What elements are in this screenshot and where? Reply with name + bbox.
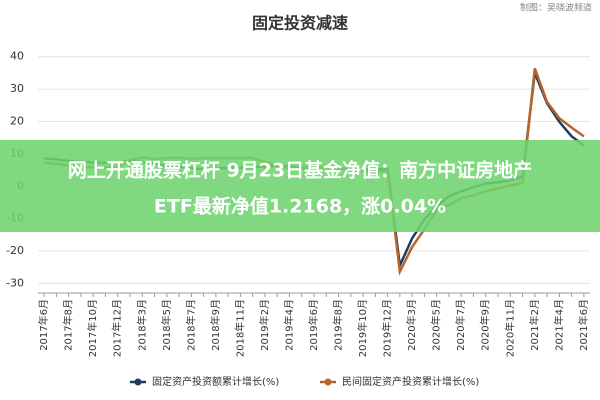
y-tick-label: 30 — [10, 82, 24, 95]
x-tick-label: 2020年7月 — [454, 299, 467, 351]
x-tick-label: 2019年10月 — [356, 299, 369, 357]
x-tick-label: 2018年3月 — [135, 299, 148, 351]
y-tick-label: -30 — [6, 276, 24, 289]
banner-text: ETF最新净值1.2168，涨0.04% — [154, 195, 446, 218]
x-tick-label: 2017年12月 — [111, 299, 124, 357]
x-tick-label: 2018年11月 — [233, 299, 246, 357]
y-tick-label: -20 — [6, 244, 24, 257]
x-tick-label: 2019年6月 — [307, 299, 320, 351]
legend-label: 固定资产投资额累计增长(%) — [152, 375, 279, 388]
y-tick-label: 20 — [10, 114, 24, 127]
x-tick-label: 2020年11月 — [503, 299, 516, 357]
legend-dot — [134, 378, 142, 386]
x-tick-label: 2020年9月 — [479, 299, 492, 351]
x-tick-label: 2019年12月 — [381, 299, 394, 357]
banner-text: 网上开通股票杠杆 9月23日基金净值：南方中证房地产 — [68, 159, 532, 182]
x-tick-label: 2019年2月 — [258, 299, 271, 351]
x-tick-label: 2017年10月 — [86, 299, 99, 357]
banner-bg — [0, 140, 600, 232]
chart-title: 固定投资减速 — [252, 14, 348, 33]
x-tick-label: 2020年3月 — [405, 299, 418, 351]
legend-dot — [324, 378, 332, 386]
x-tick-label: 2021年4月 — [552, 299, 565, 351]
x-tick-label: 2019年4月 — [282, 299, 295, 351]
x-tick-label: 2021年6月 — [577, 299, 590, 351]
x-tick-label: 2017年6月 — [37, 299, 50, 351]
x-tick-label: 2021年2月 — [528, 299, 541, 351]
x-tick-label: 2018年9月 — [209, 299, 222, 351]
legend-label: 民间固定资产投资累计增长(%) — [342, 375, 479, 388]
x-tick-label: 2018年5月 — [160, 299, 173, 351]
x-tick-label: 2018年7月 — [184, 299, 197, 351]
source-note: 制图：吴晓波频道 — [520, 2, 592, 14]
x-tick-label: 2020年5月 — [430, 299, 443, 351]
x-tick-label: 2019年8月 — [332, 299, 345, 351]
x-tick-label: 2017年8月 — [62, 299, 75, 351]
y-tick-label: 40 — [10, 50, 24, 63]
